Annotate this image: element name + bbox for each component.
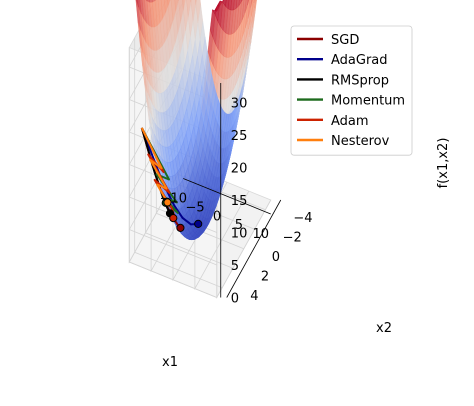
series-line-momentum — [140, 127, 179, 214]
x-axis-line — [183, 178, 271, 215]
legend-label-sgd: SGD — [331, 33, 359, 48]
legend-label-momentum: Momentum — [331, 94, 405, 109]
y-tick-label: −4 — [293, 211, 312, 226]
surface-patch — [247, 0, 252, 19]
series-endpoint-sgd — [176, 223, 185, 232]
x-tick-label: 0 — [213, 209, 221, 224]
series-line-nesterov — [140, 127, 169, 203]
surface-patch — [253, 0, 255, 3]
legend-label-nesterov: Nesterov — [331, 134, 390, 149]
surface-patch — [219, 0, 224, 3]
x-tick-label: −10 — [160, 192, 187, 207]
z-tick-label: 25 — [231, 129, 248, 144]
surface-patch — [225, 0, 230, 10]
surface-patch — [241, 0, 247, 21]
axis-titles: x1 x2 f(x1,x2) — [162, 138, 451, 370]
x-tick-label: 5 — [235, 218, 243, 233]
z-tick-label: 20 — [231, 162, 248, 177]
series-endpoint-adagrad — [194, 219, 203, 228]
surface-patch — [235, 0, 240, 10]
legend-label-rmsprop: RMSprop — [331, 73, 389, 88]
y-axis-label: x2 — [376, 321, 392, 336]
x-tick-label: −5 — [186, 200, 205, 215]
z-tick-label: 10 — [231, 227, 248, 242]
x-axis-label: x1 — [162, 355, 178, 370]
legend-label-adagrad: AdaGrad — [331, 53, 388, 68]
surface-patch — [250, 0, 253, 8]
z-tick-label: 5 — [231, 259, 239, 274]
x-tick-label: 10 — [253, 227, 270, 242]
surface-patch — [241, 0, 243, 2]
surface-patch — [238, 0, 242, 6]
z-tick-label: 0 — [231, 292, 239, 307]
y-tick-label: 4 — [250, 289, 258, 304]
z-tick-label: 30 — [231, 97, 248, 112]
y-tick-label: 0 — [272, 250, 280, 265]
series-endpoint-nesterov — [163, 198, 172, 207]
surface-patch — [254, 0, 257, 11]
surface-patch — [227, 0, 232, 11]
z-axis-label: f(x1,x2) — [436, 138, 451, 189]
y-tick-label: 2 — [261, 269, 269, 284]
surface-patch — [230, 0, 235, 11]
surface-patch — [233, 0, 238, 11]
surface-patch — [247, 0, 250, 6]
surface-patch — [254, 0, 256, 9]
y-tick-label: −2 — [283, 230, 302, 245]
surface-mesh — [135, 0, 257, 241]
y-axis-line — [226, 199, 282, 298]
surface-patch — [244, 0, 249, 14]
series-endpoint-adam — [169, 214, 178, 223]
z-tick-label: 15 — [231, 194, 248, 209]
optimizer-paths — [140, 127, 203, 232]
legend-label-adam: Adam — [331, 114, 369, 129]
axis-lines — [183, 83, 282, 298]
surface-patch — [251, 0, 255, 17]
legend: SGD AdaGrad RMSprop Momentum Adam Nesterov — [290, 25, 413, 156]
